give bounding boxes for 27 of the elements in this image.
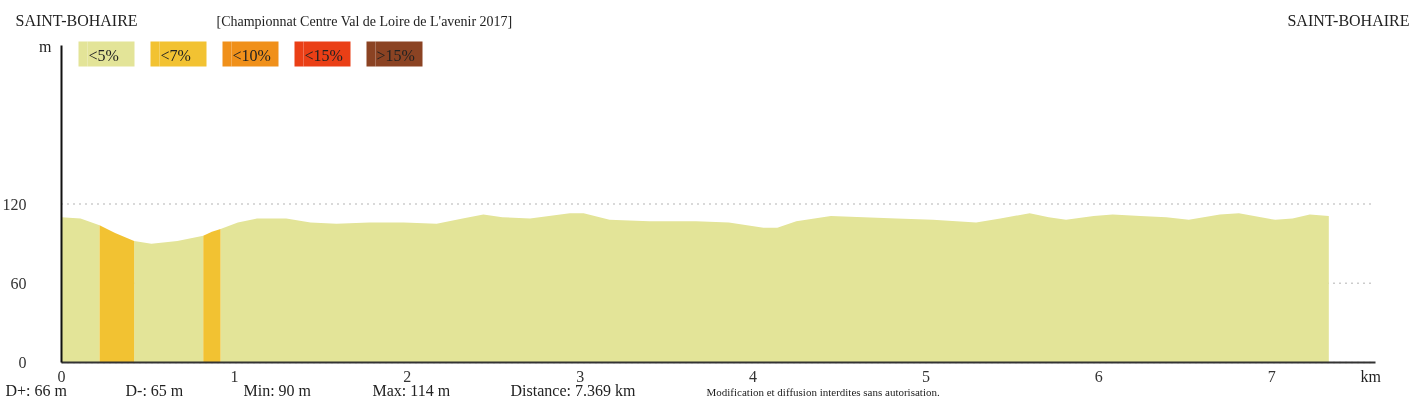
x-tick-label: 4 xyxy=(749,367,758,385)
x-tick-label: 6 xyxy=(1094,367,1103,385)
legend-label: <5% xyxy=(88,46,119,64)
x-tick-label: 3 xyxy=(576,367,585,385)
text: Max: 114 m xyxy=(372,382,451,399)
y-axis-title: m xyxy=(39,38,53,55)
x-tick-label: 5 xyxy=(921,367,930,385)
y-tick-label: 120 xyxy=(2,195,27,213)
text: SAINT-BOHAIRE xyxy=(15,12,138,29)
text: Modification et diffusion interdites sans autorisation. xyxy=(706,385,940,398)
x-tick-label: 0 xyxy=(57,367,66,385)
chart-title: [Championnat Centre Val de Loire de L'avenir 2017] xyxy=(216,14,513,29)
x-tick-label: 2 xyxy=(403,367,412,385)
text: Min: 90 m xyxy=(243,382,312,399)
text: D-: 65 m xyxy=(125,382,184,399)
text: Distance: 7.369 km xyxy=(510,382,636,399)
y-tick-label: 60 xyxy=(10,274,27,292)
legend-label: <7% xyxy=(160,46,191,64)
x-tick-label: 1 xyxy=(230,367,239,385)
x-axis-title: km xyxy=(1360,368,1382,385)
x-tick-label: 7 xyxy=(1267,367,1276,385)
text: SAINT-BOHAIRE xyxy=(1287,12,1410,29)
y-tick-label: 0 xyxy=(18,354,27,371)
text: D+: 66 m xyxy=(5,382,68,399)
legend-label: <10% xyxy=(232,46,271,64)
legend-label: >15% xyxy=(376,46,415,64)
legend-label: <15% xyxy=(304,46,343,64)
